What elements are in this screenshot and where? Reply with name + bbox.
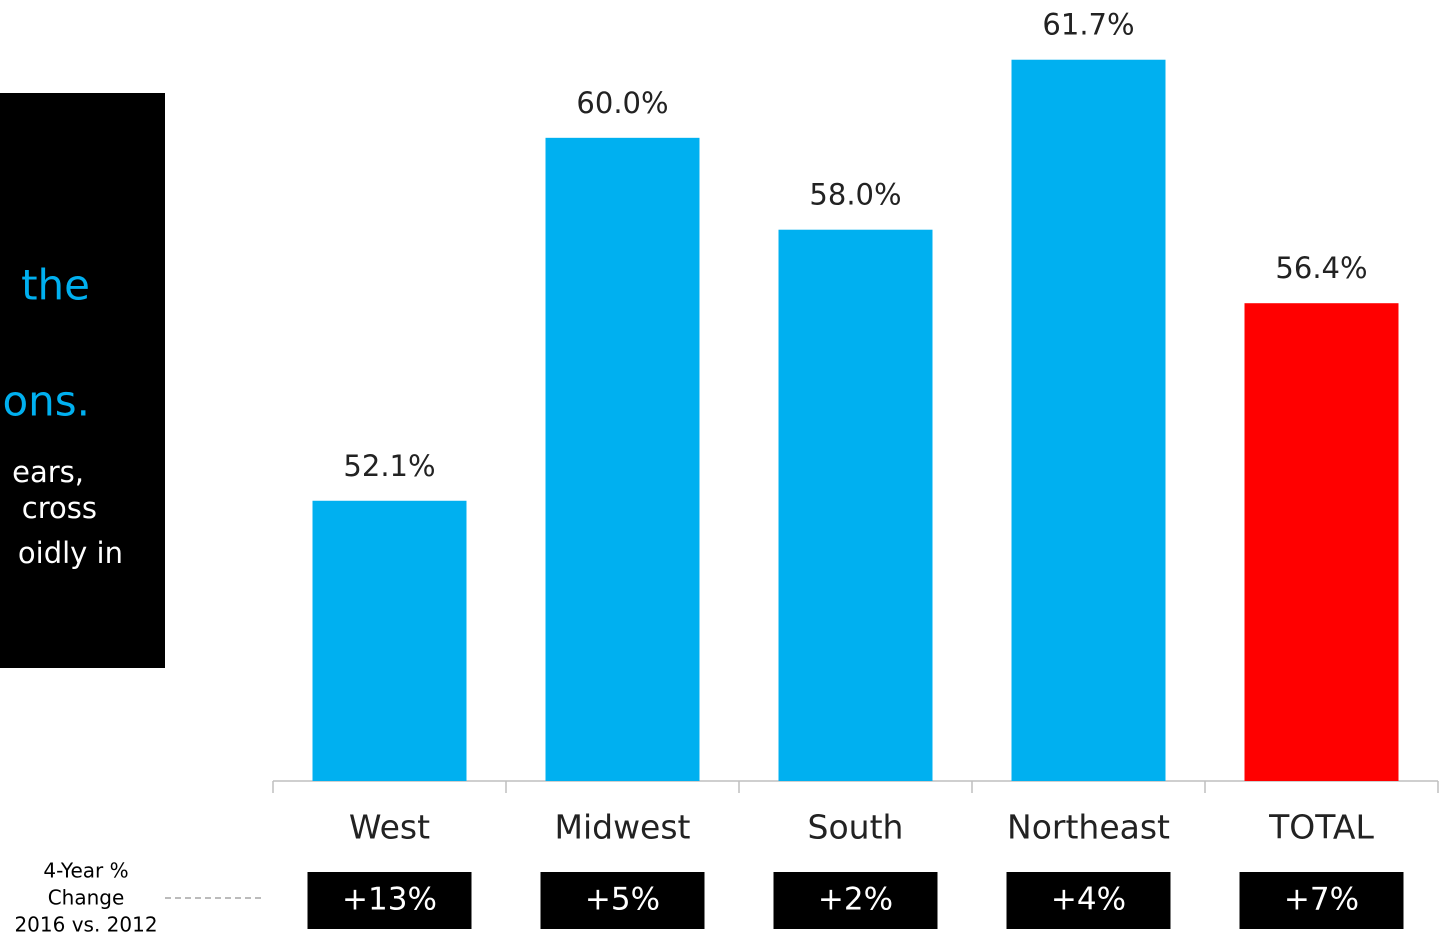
value-label: 58.0% xyxy=(809,178,901,212)
panel-highlight: ons. xyxy=(2,377,90,426)
panel-body: ears, xyxy=(12,455,84,489)
x-tick-label: Northeast xyxy=(1007,808,1170,847)
change-title: 4-Year % xyxy=(43,859,128,883)
bar xyxy=(545,137,700,781)
x-tick-label: TOTAL xyxy=(1268,808,1374,847)
change-label: +13% xyxy=(342,882,437,918)
value-label: 60.0% xyxy=(576,86,668,120)
value-label: 61.7% xyxy=(1042,8,1134,42)
change-title: Change xyxy=(48,886,125,910)
change-label: +2% xyxy=(818,882,893,918)
change-box xyxy=(1006,872,1171,929)
text-panel xyxy=(0,93,165,668)
panel-body: oidly in xyxy=(18,536,123,570)
bar xyxy=(312,500,467,781)
x-tick-label: South xyxy=(808,808,904,847)
panel-highlight: the xyxy=(21,261,90,310)
change-box xyxy=(307,872,472,929)
bar xyxy=(1011,59,1166,782)
change-box xyxy=(540,872,705,929)
change-label: +5% xyxy=(585,882,660,918)
change-title: 2016 vs. 2012 xyxy=(14,913,157,937)
x-tick-label: Midwest xyxy=(554,808,690,847)
x-tick-label: West xyxy=(349,808,430,847)
change-label: +4% xyxy=(1051,882,1126,918)
value-label: 52.1% xyxy=(343,449,435,483)
bar xyxy=(1244,303,1399,781)
change-label: +7% xyxy=(1284,882,1359,918)
panel-body: cross xyxy=(22,491,97,525)
change-box xyxy=(1239,872,1404,929)
change-box xyxy=(773,872,938,929)
bar xyxy=(778,229,933,782)
value-label: 56.4% xyxy=(1275,251,1367,285)
